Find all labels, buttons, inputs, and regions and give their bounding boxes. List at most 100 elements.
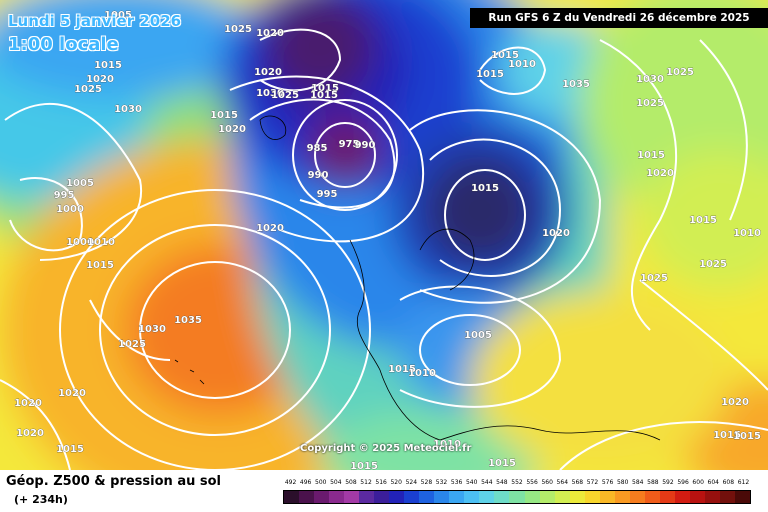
- isobar-label: 985: [307, 143, 328, 154]
- isobar-label: 1020: [256, 28, 284, 39]
- isobar-label: 1015: [689, 215, 717, 226]
- isobar-label: 1035: [174, 315, 202, 326]
- legend-value: 528: [420, 479, 433, 486]
- isobar-label: 1010: [408, 368, 436, 379]
- isobar-label: 1010: [508, 59, 536, 70]
- isobar-label: 1000: [56, 204, 84, 215]
- legend-value: 540: [465, 479, 478, 486]
- forecast-lead-time: (+ 234h): [14, 493, 68, 506]
- isobar-label: 1000: [66, 237, 94, 248]
- legend-value: 596: [677, 479, 689, 486]
- isobar-label: 1020: [542, 228, 570, 239]
- isobar-label: 1025: [74, 84, 102, 95]
- copyright-text: Copyright © 2025 Meteociel.fr: [300, 443, 472, 454]
- legend-value: 608: [722, 479, 735, 486]
- isobar-label: 1015: [210, 110, 238, 121]
- isobar-label: 1025: [666, 67, 694, 78]
- legend-swatch: [674, 491, 690, 503]
- isobar-label: 1015: [488, 458, 516, 469]
- legend-swatch: [434, 491, 450, 503]
- legend-value: 504: [330, 479, 342, 486]
- legend-swatch: [689, 491, 705, 503]
- isobar-label: 1010: [733, 228, 761, 239]
- isobar-label: 1020: [86, 74, 114, 85]
- map-title: Géop. Z500 & pression au sol: [6, 474, 221, 489]
- legend-value: 580: [616, 479, 629, 486]
- legend-swatch: [584, 491, 600, 503]
- legend-value: 584: [632, 479, 644, 486]
- legend-swatch: [464, 491, 480, 503]
- legend-value: 560: [541, 479, 553, 486]
- isobar-label: 1020: [254, 67, 282, 78]
- isobar-label: 1015: [471, 183, 499, 194]
- legend-swatch: [314, 491, 330, 503]
- isobar-label: 1025: [118, 339, 146, 350]
- legend-swatch: [644, 491, 660, 503]
- isobar-label: 990: [355, 140, 376, 151]
- isobar-label: 1030: [114, 104, 142, 115]
- legend-value: 564: [556, 479, 569, 486]
- legend-swatch: [389, 491, 405, 503]
- legend-swatch: [284, 491, 300, 503]
- legend-value: 600: [692, 479, 704, 486]
- legend-value: 536: [450, 479, 463, 486]
- forecast-date: Lundi 5 janvier 2026: [8, 12, 182, 30]
- legend-value: 572: [586, 479, 599, 486]
- isobar-label: 995: [317, 189, 338, 200]
- isobar-label: 1015: [311, 83, 339, 94]
- legend-value: 516: [375, 479, 387, 486]
- isobar-label: 1025: [640, 273, 668, 284]
- isobar-label: 1015: [713, 430, 741, 441]
- legend-swatch: [449, 491, 465, 503]
- legend-value: 496: [299, 479, 312, 486]
- isobar-label: 1010: [433, 439, 461, 450]
- legend-value: 520: [390, 479, 402, 486]
- isobar-label: 1020: [721, 397, 749, 408]
- isobar-label: 1020: [58, 388, 86, 399]
- legend-value: 512: [360, 479, 372, 486]
- isobar-label: 1030: [256, 88, 284, 99]
- isobar-label: 995: [54, 190, 75, 201]
- legend-value: 524: [405, 479, 418, 486]
- isobar-label: 1015: [637, 150, 665, 161]
- legend-swatch: [359, 491, 375, 503]
- isobar-label: 1030: [138, 324, 166, 335]
- isobar-label: 1010: [87, 237, 115, 248]
- legend-swatch: [299, 491, 315, 503]
- legend-swatch: [734, 491, 750, 503]
- legend-value: 588: [647, 479, 659, 486]
- legend-value: 556: [526, 479, 538, 486]
- isobar-label: 990: [308, 170, 329, 181]
- isobar-label: 1015: [388, 364, 416, 375]
- legend-swatch: [329, 491, 345, 503]
- isobar-label: 1020: [14, 398, 42, 409]
- legend-value: 548: [496, 479, 508, 486]
- legend-value: 532: [435, 479, 448, 486]
- legend-swatch: [569, 491, 585, 503]
- isobars: [0, 28, 768, 470]
- legend-swatch: [404, 491, 420, 503]
- forecast-time: 1:00 locale: [8, 34, 119, 55]
- isobar-label: 1025: [271, 90, 299, 101]
- isobar-label: 1025: [699, 259, 727, 270]
- legend-value: 508: [345, 479, 357, 486]
- isobar-label: 1015: [350, 461, 378, 470]
- legend-swatch: [539, 491, 555, 503]
- isobar-label: 1015: [56, 444, 84, 455]
- legend-swatch: [344, 491, 360, 503]
- legend-swatch: [704, 491, 720, 503]
- legend-swatch: [554, 491, 570, 503]
- isobar-label: 1025: [224, 24, 252, 35]
- isobar-label: 1025: [636, 98, 664, 109]
- color-legend: [283, 490, 751, 504]
- legend-swatch: [419, 491, 435, 503]
- isobar-label: 975: [339, 139, 360, 150]
- legend-value: 604: [707, 479, 719, 486]
- isobar-label: 1015: [86, 260, 114, 271]
- isobar-label: 1005: [464, 330, 492, 341]
- isobar-label: 1035: [562, 79, 590, 90]
- legend-swatch: [614, 491, 630, 503]
- run-banner: Run GFS 6 Z du Vendredi 26 décembre 2025: [470, 8, 768, 28]
